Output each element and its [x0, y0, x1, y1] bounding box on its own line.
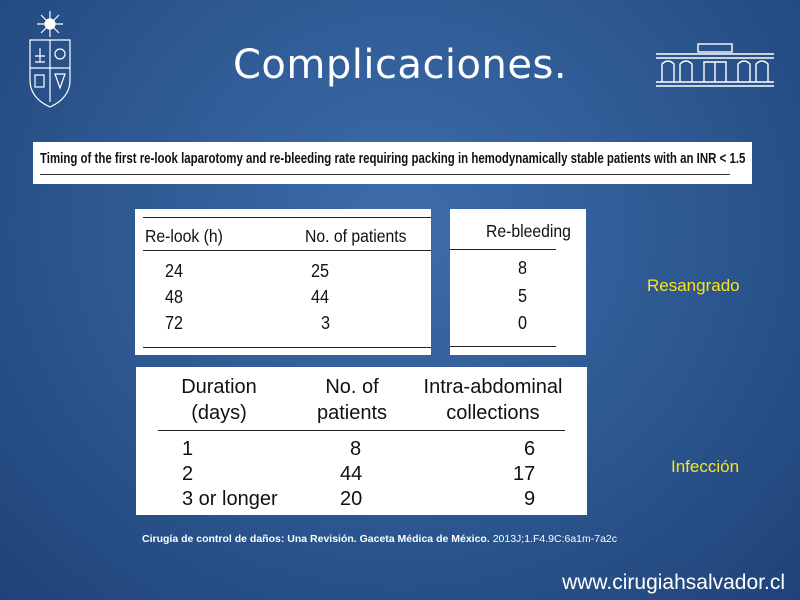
table-cell: 3	[321, 313, 331, 333]
website-url: www.cirugiahsalvador.cl	[562, 571, 785, 594]
table-rule	[158, 430, 565, 431]
hospital-logo	[654, 42, 776, 93]
header-line: collections	[446, 402, 540, 424]
column-header-no-of-patients: No. of patients	[304, 374, 400, 426]
table-cell: 25	[311, 261, 330, 281]
header-line: No. of	[325, 376, 379, 398]
header-line: Intra-abdominal	[423, 376, 563, 398]
header-line: patients	[316, 402, 388, 424]
table-cell: 17	[513, 463, 536, 485]
table-rule	[143, 250, 431, 251]
table-cell: 9	[524, 488, 536, 510]
table-cell: 48	[165, 287, 184, 307]
column-header-duration: Duration (days)	[174, 374, 264, 426]
university-crest-logo	[22, 10, 78, 115]
source-title: Cirugía de control de daños: Una Revisió…	[142, 533, 490, 545]
source-citation: Cirugía de control de daños: Una Revisió…	[142, 533, 617, 545]
table-cell: 5	[518, 286, 528, 306]
table-caption: Timing of the first re-look laparotomy a…	[40, 151, 746, 167]
source-reference: 2013J;1.F4.9C:6a1m-7a2c	[492, 533, 618, 545]
relook-table: Re-look (h) No. of patients 24 25 48 44 …	[135, 209, 431, 355]
slide-title: Complicaciones.	[232, 42, 568, 88]
table-cell: 8	[518, 258, 528, 278]
table-cell: 3 or longer	[182, 488, 278, 510]
table-cell: 0	[518, 313, 528, 333]
header-line: (days)	[191, 402, 247, 424]
label-infeccion: Infección	[671, 457, 740, 476]
duration-table: Duration (days) No. of patients Intra-ab…	[136, 367, 587, 515]
column-header-collections: Intra-abdominal collections	[418, 374, 568, 426]
column-header-relook: Re-look (h)	[145, 226, 223, 246]
table-cell: 20	[340, 488, 363, 510]
table-cell: 44	[311, 287, 330, 307]
hospital-building-icon	[656, 43, 774, 87]
column-header-patients: No. of patients	[305, 226, 407, 246]
table-cell: 72	[165, 313, 184, 333]
table-cell: 44	[340, 463, 363, 485]
column-header-rebleeding: Re-bleeding	[486, 221, 571, 241]
rebleeding-table: Re-bleeding 8 5 0	[450, 209, 586, 355]
table-rule	[143, 217, 431, 218]
table-cell: 24	[165, 261, 184, 281]
table-cell: 6	[524, 438, 536, 460]
table-rule	[143, 347, 431, 348]
label-resangrado: Resangrado	[647, 276, 740, 295]
table-rule	[450, 249, 556, 250]
table-cell: 8	[350, 438, 362, 460]
table-cell: 1	[182, 438, 194, 460]
university-crest-icon	[29, 11, 71, 108]
table-cell: 2	[182, 463, 194, 485]
table-caption-panel: Timing of the first re-look laparotomy a…	[33, 142, 752, 184]
header-line: Duration	[181, 376, 257, 398]
caption-divider	[40, 174, 730, 175]
table-rule	[450, 346, 556, 347]
